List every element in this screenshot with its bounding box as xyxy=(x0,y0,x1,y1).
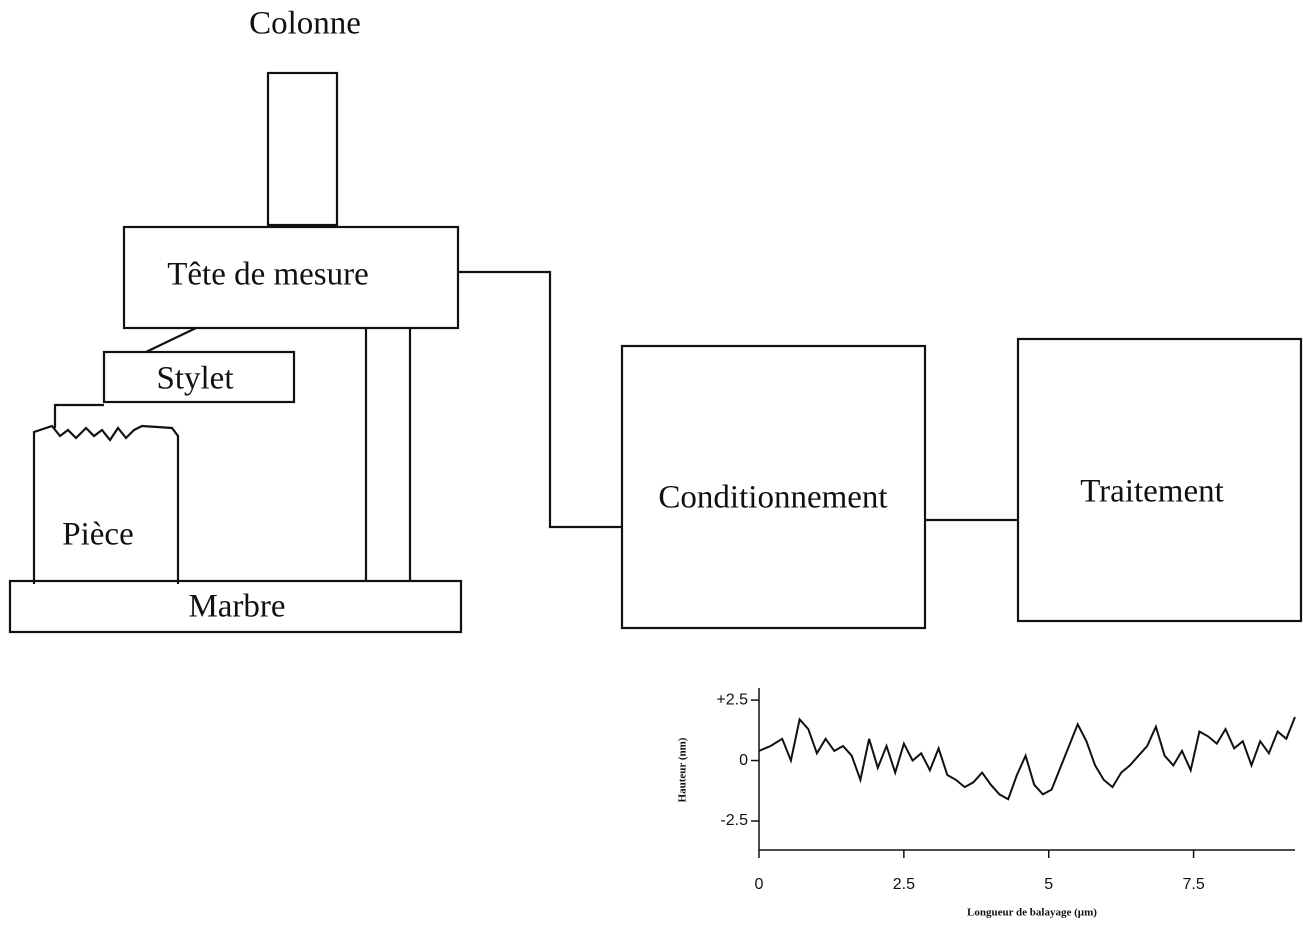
marbre-shape xyxy=(8,579,463,634)
piece-shape xyxy=(32,424,180,584)
shapes xyxy=(8,71,1303,634)
x-tick-label: 0 xyxy=(755,876,764,893)
y-tick-label: +2.5 xyxy=(716,691,748,708)
stylet-shape xyxy=(102,350,296,404)
label: Tête de mesure xyxy=(167,257,369,293)
colonne-shape xyxy=(266,71,339,227)
x-tick-label: 2.5 xyxy=(893,876,915,893)
label: Pièce xyxy=(62,517,133,553)
traitement-shape xyxy=(1016,337,1303,623)
label: Marbre xyxy=(188,589,285,625)
x-axis-label: Longueur de balayage (µm) xyxy=(967,907,1097,919)
conditionnement-shape xyxy=(620,344,927,630)
y-tick-label: -2.5 xyxy=(720,812,748,829)
stylet-link xyxy=(145,327,197,353)
x-tick-label: 7.5 xyxy=(1182,876,1204,893)
stylet-arm xyxy=(53,403,104,428)
y-tick-label: 0 xyxy=(739,752,748,769)
label: Conditionnement xyxy=(658,480,887,516)
connector xyxy=(458,270,622,529)
label: Stylet xyxy=(156,361,233,397)
tete-shape xyxy=(122,225,460,330)
y-axis-label: Hauteur (nm) xyxy=(677,737,689,802)
label: Traitement xyxy=(1080,474,1224,510)
label: Colonne xyxy=(249,6,361,42)
x-tick-label: 5 xyxy=(1044,876,1053,893)
profile-line xyxy=(758,716,1296,801)
profile-chart: +2.5 0 -2.5 0 2.5 5 7.5 Longueur de balayage (µ… xyxy=(677,688,1296,919)
